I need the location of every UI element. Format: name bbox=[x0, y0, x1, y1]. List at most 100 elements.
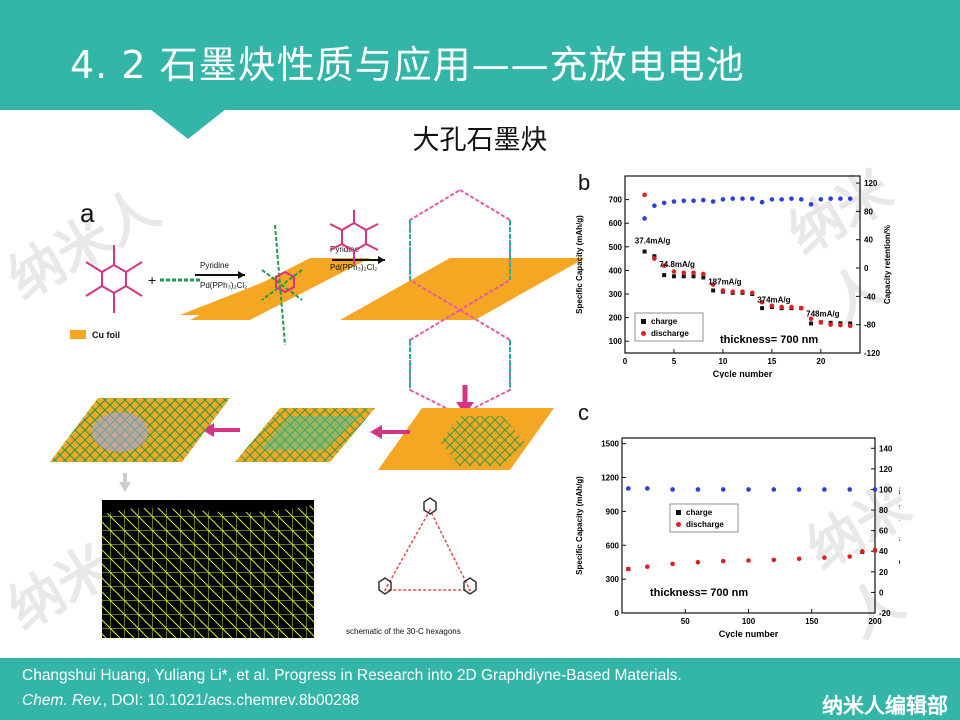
y-tick-label: 300 bbox=[609, 290, 623, 299]
x-tick-label: 50 bbox=[681, 617, 690, 626]
x-tick-label: 5 bbox=[672, 357, 677, 366]
y-tick-label: 600 bbox=[606, 541, 620, 550]
slide-title: 4. 2 石墨炔性质与应用——充放电电池 bbox=[70, 43, 745, 87]
data-point-retention bbox=[769, 197, 775, 202]
data-point-discharge bbox=[789, 304, 794, 310]
plot-frame bbox=[624, 175, 861, 354]
schematic-caption: schematic of the 30-C hexagons bbox=[346, 627, 461, 636]
data-point-charge bbox=[662, 273, 667, 278]
data-point-retention bbox=[746, 487, 751, 492]
legend-box bbox=[634, 312, 704, 342]
data-point-discharge bbox=[720, 558, 726, 564]
data-point-charge bbox=[848, 321, 853, 326]
legend-marker-discharge bbox=[676, 522, 681, 527]
data-point-retention bbox=[847, 196, 853, 201]
data-point-charge bbox=[701, 275, 706, 280]
thickness-annotation: thickness= 700 nm bbox=[650, 587, 748, 599]
data-point-charge bbox=[691, 274, 696, 279]
data-point-charge bbox=[760, 306, 765, 311]
rate-label: 187mA/g bbox=[708, 278, 741, 287]
data-point-retention bbox=[645, 486, 650, 491]
legend-marker-charge bbox=[676, 510, 681, 515]
data-point-retention bbox=[818, 197, 824, 202]
panel-label: b bbox=[578, 170, 590, 195]
data-point-discharge bbox=[749, 290, 755, 296]
data-point-discharge bbox=[730, 289, 736, 294]
cu-foil-swatch bbox=[70, 330, 86, 339]
y2-tick-label: 120 bbox=[879, 465, 893, 474]
y-axis-label: Specific Capacity (mAh/g) bbox=[575, 476, 584, 575]
y2-tick-label: 120 bbox=[864, 179, 878, 188]
data-point-retention bbox=[681, 198, 687, 204]
data-point-retention bbox=[691, 198, 696, 204]
data-point-discharge bbox=[626, 566, 631, 572]
y-tick-label: 900 bbox=[606, 507, 620, 516]
data-point-retention bbox=[759, 199, 765, 205]
data-point-retention bbox=[771, 487, 777, 492]
reagent-1: Pyridine bbox=[200, 261, 229, 270]
data-point-discharge bbox=[796, 556, 802, 562]
data-point-retention bbox=[828, 196, 833, 201]
slide-subtitle: 大孔石墨炔 bbox=[412, 125, 548, 156]
data-point-retention bbox=[779, 197, 784, 202]
y2-tick-label: 20 bbox=[879, 568, 888, 577]
legend-marker-charge bbox=[641, 319, 646, 324]
y-tick-label: 1200 bbox=[601, 474, 619, 483]
rate-label: 374mA/g bbox=[757, 295, 790, 304]
data-point-retention bbox=[872, 487, 878, 492]
thickness-annotation: thickness= 700 nm bbox=[720, 334, 818, 346]
svg-text:+: + bbox=[148, 272, 156, 288]
y-tick-label: 400 bbox=[609, 266, 623, 275]
header-bar bbox=[0, 0, 960, 110]
data-point-charge bbox=[671, 274, 676, 279]
x-tick-label: 20 bbox=[816, 357, 825, 366]
reagent-2: Pd(PPh₃)₂Cl₂ bbox=[330, 263, 377, 272]
data-point-retention bbox=[822, 487, 827, 492]
brand-logo-text: 纳米人编辑部 bbox=[822, 694, 948, 718]
rate-label: 74.8mA/g bbox=[659, 260, 695, 269]
data-point-discharge bbox=[695, 559, 701, 565]
data-point-retention bbox=[695, 487, 701, 492]
reagent-2: Pd(PPh₃)₂Cl₂ bbox=[200, 281, 247, 290]
x-axis-label: Cycle number bbox=[719, 629, 779, 638]
data-point-retention bbox=[626, 486, 631, 491]
data-point-discharge bbox=[645, 564, 650, 570]
x-tick-label: 150 bbox=[805, 617, 819, 626]
data-point-discharge bbox=[822, 555, 827, 560]
data-point-discharge bbox=[681, 270, 687, 276]
citation-line-1: Changshui Huang, Yuliang Li*, et al. Pro… bbox=[22, 667, 682, 684]
y2-tick-label: 60 bbox=[879, 527, 888, 536]
data-point-discharge bbox=[808, 316, 814, 322]
x-tick-label: 100 bbox=[742, 617, 756, 626]
data-point-retention bbox=[796, 487, 802, 492]
data-point-discharge bbox=[771, 557, 777, 563]
data-point-discharge bbox=[818, 320, 824, 325]
data-point-discharge bbox=[746, 558, 751, 563]
legend-box bbox=[669, 503, 739, 533]
y-tick-label: 700 bbox=[609, 196, 623, 205]
y-tick-label: 300 bbox=[606, 575, 620, 584]
data-point-discharge bbox=[671, 269, 677, 274]
x-tick-label: 15 bbox=[767, 357, 776, 366]
y-tick-label: 600 bbox=[609, 219, 623, 228]
citation-journal: Chem. Rev. bbox=[22, 692, 103, 709]
data-point-retention bbox=[838, 196, 843, 201]
citation-doi: , DOI: 10.1021/acs.chemrev.8b00288 bbox=[102, 692, 360, 709]
data-point-charge bbox=[652, 254, 657, 259]
data-point-discharge bbox=[670, 561, 675, 567]
x-tick-label: 0 bbox=[623, 357, 628, 366]
data-point-retention bbox=[749, 196, 755, 201]
y2-tick-label: -40 bbox=[864, 292, 876, 301]
y-tick-label: 100 bbox=[609, 337, 623, 346]
y2-tick-label: 0 bbox=[879, 588, 884, 597]
legend-label-discharge: discharge bbox=[686, 520, 724, 529]
y2-tick-label: 40 bbox=[879, 547, 888, 556]
y2-tick-label: 140 bbox=[879, 444, 893, 453]
data-point-retention bbox=[847, 487, 852, 492]
data-point-retention bbox=[652, 203, 657, 209]
data-point-retention bbox=[661, 200, 667, 206]
x-tick-label: 200 bbox=[868, 617, 882, 626]
y-tick-label: 0 bbox=[615, 609, 620, 618]
y2-axis-label: Capacity retention/% bbox=[898, 486, 900, 565]
data-point-retention bbox=[798, 197, 804, 202]
